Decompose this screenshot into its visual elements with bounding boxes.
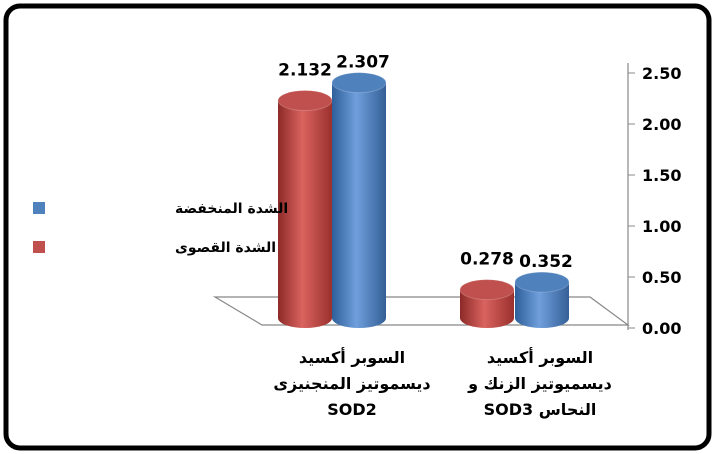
y-tick-label: 1.00 bbox=[642, 217, 681, 236]
y-tick-label: 2.00 bbox=[642, 115, 681, 134]
value-label: 2.307 bbox=[336, 53, 390, 73]
legend-label: الشدة المنخفضة bbox=[175, 201, 288, 217]
legend-label: الشدة القصوى bbox=[175, 240, 276, 256]
value-label: 0.352 bbox=[519, 252, 573, 272]
bar bbox=[460, 289, 514, 328]
legend-swatch bbox=[33, 202, 45, 214]
y-tick-label: 0.00 bbox=[642, 319, 681, 338]
legend-swatch bbox=[33, 241, 45, 253]
bar-top bbox=[514, 271, 570, 293]
x-tick-label: السوبر أكسيد ديسموتيز المنجنيزى SOD2 bbox=[273, 348, 431, 419]
y-tick-label: 1.50 bbox=[642, 166, 681, 185]
bar-top bbox=[459, 279, 515, 301]
bar-top bbox=[277, 90, 333, 112]
x-tick-label: السوبر أكسيد ديسميوتيز الزنك و النحاس SO… bbox=[468, 348, 612, 419]
bar-top bbox=[331, 72, 387, 94]
value-label: 0.278 bbox=[460, 250, 514, 270]
y-tick-label: 0.50 bbox=[642, 268, 681, 287]
value-label: 2.132 bbox=[278, 61, 332, 81]
bar bbox=[278, 100, 332, 328]
bar bbox=[515, 282, 569, 328]
y-tick-label: 2.50 bbox=[642, 64, 681, 83]
bar bbox=[332, 82, 386, 328]
